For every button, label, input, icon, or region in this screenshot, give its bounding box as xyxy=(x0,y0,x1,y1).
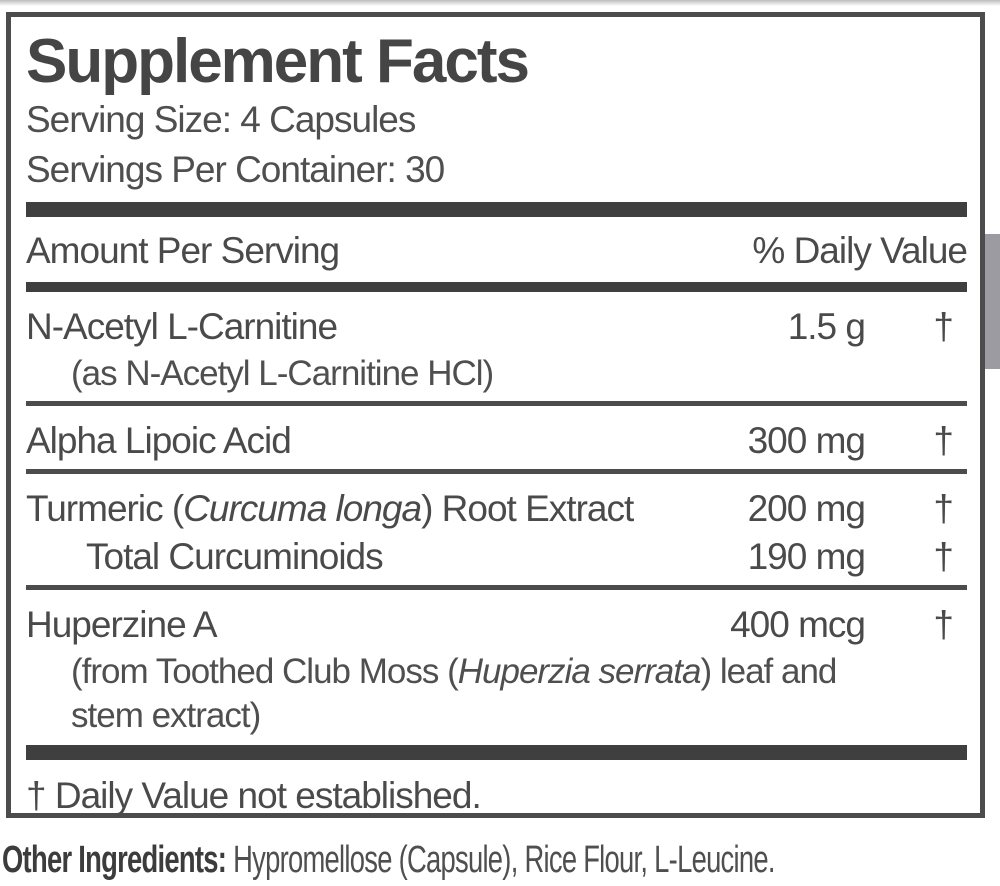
scan-edge-shadow xyxy=(0,0,1000,6)
column-header-row: Amount Per Serving % Daily Value xyxy=(26,217,968,282)
daily-value-dagger: † xyxy=(933,488,954,529)
ingredient-name: Huperzine A xyxy=(26,604,218,645)
daily-value-dagger: † xyxy=(933,604,954,645)
daily-value-dagger: † xyxy=(933,536,954,577)
ingredient-name: N-Acetyl L-Carnitine xyxy=(26,306,338,347)
ingredient-detail-suffix: ) leaf and stem extract) xyxy=(71,652,837,735)
ingredient-botanical-name: Curcuma longa xyxy=(183,488,422,529)
supplement-facts-panel: Supplement Facts Serving Size: 4 Capsule… xyxy=(6,12,985,818)
ingredient-amount: 190 mg xyxy=(747,536,866,577)
column-header-amount: Amount Per Serving xyxy=(26,230,340,271)
column-header-daily-value: % Daily Value xyxy=(752,230,968,271)
divider-thin xyxy=(26,585,967,590)
ingredient-row-huperzine-a: Huperzine A 400 mcg † xyxy=(26,590,967,648)
other-ingredients-line: Other Ingredients: Hypromellose (Capsule… xyxy=(2,838,866,882)
ingredient-name: Alpha Lipoic Acid xyxy=(26,420,292,461)
divider-thick-top xyxy=(26,202,967,217)
panel-title: Supplement Facts xyxy=(26,27,530,96)
divider-thick-bottom xyxy=(26,745,967,760)
divider-medium xyxy=(26,282,967,292)
ingredient-detail: (as N-Acetyl L-Carnitine HCl) xyxy=(71,354,494,393)
other-ingredients-label: Other Ingredients: xyxy=(2,839,227,881)
ingredient-name: Turmeric (Curcuma longa) Root Extract xyxy=(26,486,715,532)
ingredient-name: Total Curcuminoids xyxy=(86,536,384,577)
ingredient-amount: 200 mg xyxy=(747,488,866,529)
ingredient-name-prefix: Turmeric ( xyxy=(26,488,184,529)
ingredient-row-turmeric-root-extract: Turmeric (Curcuma longa) Root Extract 20… xyxy=(26,474,967,532)
other-ingredients-value: Hypromellose (Capsule), Rice Flour, L-Le… xyxy=(226,839,775,881)
ingredient-amount: 300 mg xyxy=(747,420,866,461)
daily-value-dagger: † xyxy=(933,420,954,461)
ingredient-detail: (from Toothed Club Moss (Huperzia serrat… xyxy=(26,648,861,738)
serving-size-line: Serving Size: 4 Capsules xyxy=(26,99,416,140)
daily-value-footnote: † Daily Value not established. xyxy=(26,775,482,816)
ingredient-row-n-acetyl-l-carnitine: N-Acetyl L-Carnitine 1.5 g † xyxy=(26,292,967,350)
servings-per-container-line: Servings Per Container: 30 xyxy=(26,149,445,190)
ingredient-botanical-name: Huperzia serrata xyxy=(457,652,702,691)
ingredient-subrow-total-curcuminoids: Total Curcuminoids 190 mg † xyxy=(26,532,967,580)
gray-side-tab xyxy=(985,234,1000,369)
divider-thin xyxy=(26,401,967,406)
ingredient-amount: 400 mcg xyxy=(730,604,866,645)
ingredient-name-suffix: ) Root Extract xyxy=(421,488,634,529)
divider-thin xyxy=(26,469,967,474)
ingredient-amount: 1.5 g xyxy=(787,306,866,347)
ingredient-detail-prefix: (from Toothed Club Moss ( xyxy=(71,652,459,691)
daily-value-dagger: † xyxy=(933,306,954,347)
ingredient-row-alpha-lipoic-acid: Alpha Lipoic Acid 300 mg † xyxy=(26,406,967,464)
